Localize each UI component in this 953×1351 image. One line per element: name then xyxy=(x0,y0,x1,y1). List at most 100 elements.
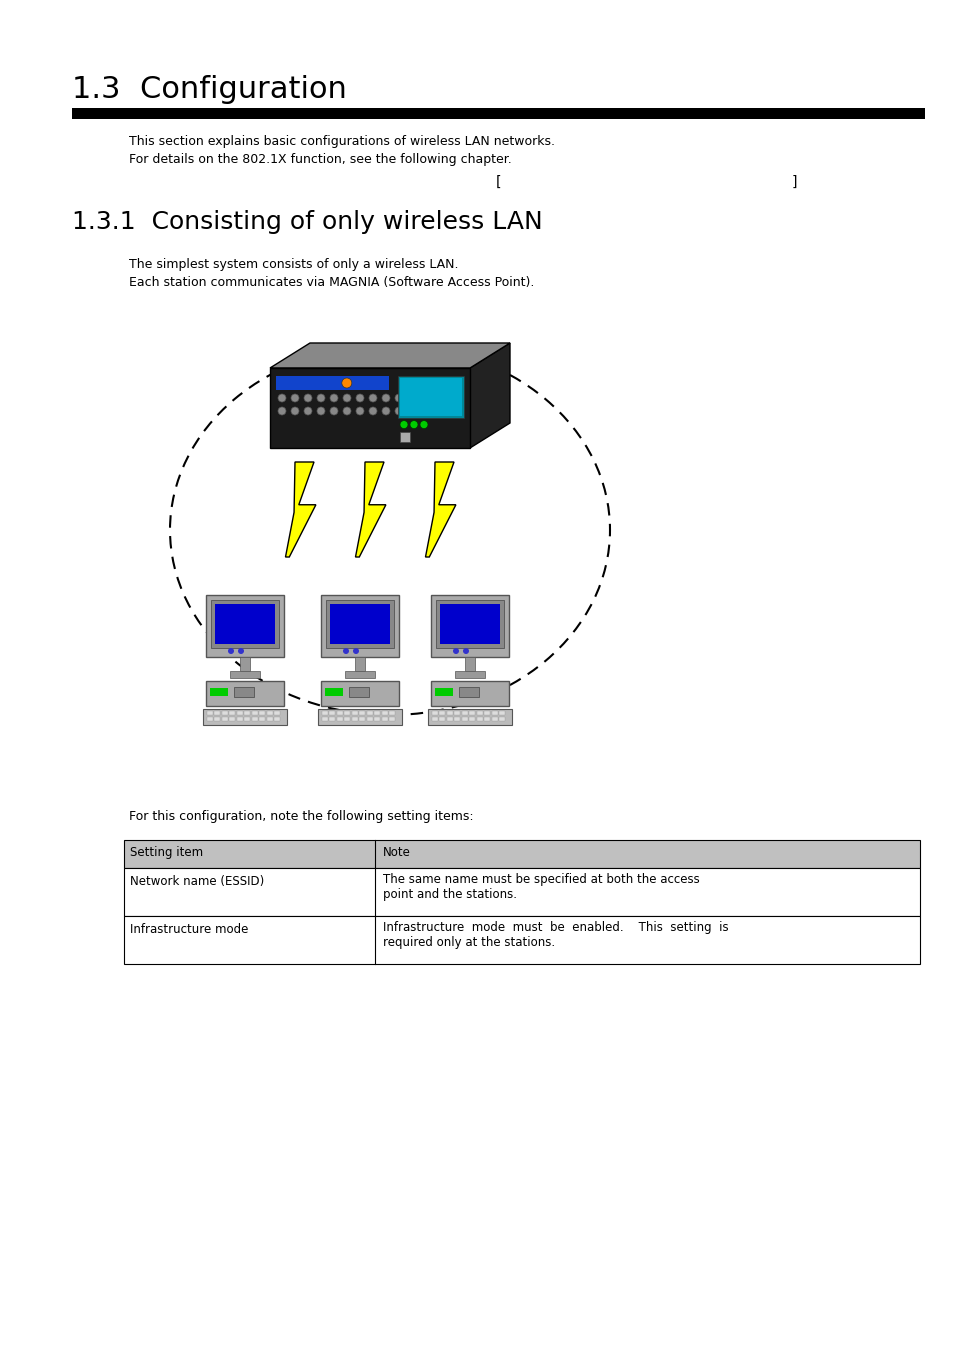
Bar xyxy=(428,709,512,725)
Bar xyxy=(210,688,228,696)
Bar xyxy=(244,711,251,715)
Bar xyxy=(461,717,468,721)
Circle shape xyxy=(369,407,376,415)
Bar xyxy=(436,600,503,648)
Bar xyxy=(230,711,235,715)
Bar xyxy=(214,717,220,721)
Bar xyxy=(222,711,228,715)
Bar xyxy=(439,717,445,721)
Bar xyxy=(203,709,287,725)
Text: This section explains basic configurations of wireless LAN networks.: This section explains basic configuratio… xyxy=(129,135,555,149)
Bar xyxy=(381,711,388,715)
Bar xyxy=(322,717,328,721)
Bar xyxy=(236,711,243,715)
Circle shape xyxy=(291,407,298,415)
Bar xyxy=(207,711,213,715)
Circle shape xyxy=(395,407,402,415)
Bar xyxy=(499,717,505,721)
Bar xyxy=(214,711,220,715)
Bar xyxy=(439,711,445,715)
Bar xyxy=(124,867,920,916)
Bar xyxy=(267,711,273,715)
Circle shape xyxy=(304,407,312,415)
Bar xyxy=(381,717,388,721)
Bar xyxy=(367,717,373,721)
Bar xyxy=(454,711,460,715)
Bar xyxy=(484,717,490,721)
Bar xyxy=(236,717,243,721)
Text: 1.3  Configuration: 1.3 Configuration xyxy=(71,76,346,104)
Bar xyxy=(336,711,343,715)
Text: Note: Note xyxy=(382,846,410,859)
Bar xyxy=(274,717,280,721)
Bar xyxy=(345,671,375,678)
Bar xyxy=(275,376,389,390)
Polygon shape xyxy=(270,343,510,367)
Bar xyxy=(349,688,369,697)
Bar xyxy=(344,711,350,715)
Circle shape xyxy=(462,648,469,654)
Bar xyxy=(399,431,410,442)
Bar xyxy=(329,711,335,715)
Bar xyxy=(230,671,260,678)
Text: required only at the stations.: required only at the stations. xyxy=(382,936,555,948)
Text: [: [ xyxy=(496,176,501,189)
Bar xyxy=(375,711,380,715)
Bar xyxy=(320,594,398,657)
Circle shape xyxy=(381,394,390,403)
Circle shape xyxy=(395,394,402,403)
Bar xyxy=(322,711,328,715)
Bar xyxy=(252,717,257,721)
Bar xyxy=(355,657,365,671)
Circle shape xyxy=(304,394,312,403)
Bar xyxy=(435,688,453,696)
Bar xyxy=(336,717,343,721)
Circle shape xyxy=(228,648,233,654)
Bar xyxy=(431,594,509,657)
Bar xyxy=(344,717,350,721)
Bar xyxy=(492,717,497,721)
Bar xyxy=(461,711,468,715)
Circle shape xyxy=(277,407,286,415)
Circle shape xyxy=(453,648,458,654)
Circle shape xyxy=(410,420,417,428)
Circle shape xyxy=(353,648,358,654)
Bar xyxy=(244,717,251,721)
Bar xyxy=(359,711,365,715)
Bar xyxy=(222,717,228,721)
Bar xyxy=(252,711,257,715)
Polygon shape xyxy=(470,343,510,449)
Circle shape xyxy=(330,394,337,403)
Bar xyxy=(389,717,395,721)
Bar xyxy=(499,711,505,715)
Text: The simplest system consists of only a wireless LAN.: The simplest system consists of only a w… xyxy=(129,258,457,272)
Bar xyxy=(329,717,335,721)
Bar xyxy=(325,688,343,696)
Bar xyxy=(447,717,453,721)
Circle shape xyxy=(381,407,390,415)
Bar xyxy=(214,604,274,644)
Bar xyxy=(206,594,284,657)
Bar xyxy=(476,717,482,721)
Text: point and the stations.: point and the stations. xyxy=(382,888,517,901)
Text: Infrastructure  mode  must  be  enabled.    This  setting  is: Infrastructure mode must be enabled. Thi… xyxy=(382,921,727,934)
Circle shape xyxy=(355,407,364,415)
Bar xyxy=(492,711,497,715)
Circle shape xyxy=(316,394,325,403)
Bar xyxy=(230,717,235,721)
Text: 1.3.1  Consisting of only wireless LAN: 1.3.1 Consisting of only wireless LAN xyxy=(71,209,541,234)
Bar xyxy=(439,604,499,644)
Bar xyxy=(458,688,478,697)
Bar xyxy=(432,711,437,715)
Polygon shape xyxy=(425,462,456,557)
Circle shape xyxy=(343,407,351,415)
Bar xyxy=(469,717,475,721)
Circle shape xyxy=(343,394,351,403)
Bar xyxy=(270,367,470,449)
Text: ]: ] xyxy=(791,176,797,189)
Text: Each station communicates via MAGNIA (Software Access Point).: Each station communicates via MAGNIA (So… xyxy=(129,276,534,289)
Circle shape xyxy=(316,407,325,415)
Bar xyxy=(274,711,280,715)
Polygon shape xyxy=(355,462,386,557)
Bar xyxy=(454,717,460,721)
